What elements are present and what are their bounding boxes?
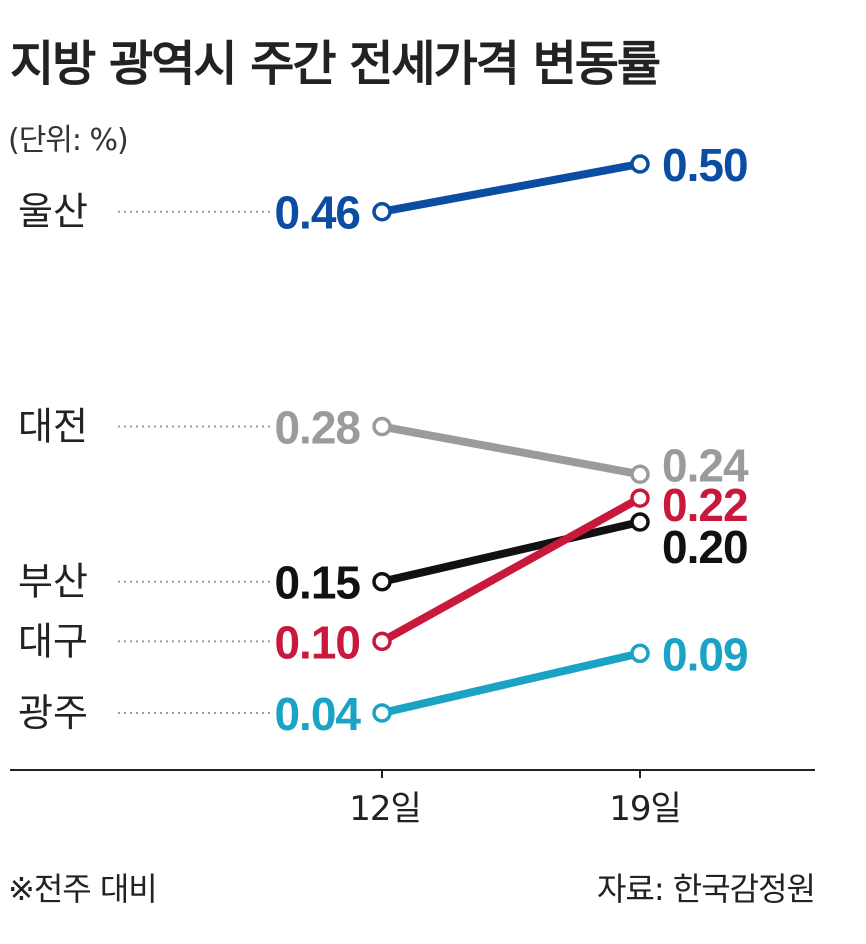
series-4-end-value: 0.09: [662, 628, 748, 680]
series-1-end-value: 0.24: [662, 439, 749, 491]
series-2-point-start: [372, 571, 392, 592]
source-label: 자료: 한국감정원: [597, 870, 815, 908]
series-4-line: [378, 649, 644, 717]
series-3-start-value: 0.10: [274, 616, 360, 668]
chart-title: 지방 광역시 주간 전세가격 변동률: [10, 36, 660, 92]
series-0-line: [378, 160, 644, 216]
series-markers: [372, 154, 650, 723]
series-3-point-end: [630, 488, 650, 508]
series-2-end-value: 0.20: [662, 521, 748, 573]
footnote: ※전주 대비: [8, 870, 157, 908]
series-4-category-label: 광주: [18, 691, 88, 735]
series-0-point-end: [630, 154, 650, 174]
series-1-point-end: [630, 464, 650, 485]
series-0-point-start: [372, 201, 392, 222]
series-0-start-value: 0.46: [274, 187, 360, 239]
series-2-point-end: [630, 512, 650, 532]
series-1-line: [378, 422, 644, 479]
series-3-point-start: [372, 631, 392, 652]
leader-lines: [118, 210, 272, 714]
series-3-line: [378, 494, 644, 646]
x-tick-label-12: 12일: [349, 789, 421, 829]
series-2-start-value: 0.15: [274, 557, 360, 609]
series-3-end-value: 0.22: [662, 479, 748, 531]
series-1-point-start: [372, 416, 392, 437]
series-4-start-value: 0.04: [274, 688, 361, 740]
series-4-point-end: [630, 643, 650, 664]
series-lines: [378, 160, 644, 717]
series-1-start-value: 0.28: [274, 402, 360, 454]
value-labels: 0.46 0.50 0.28 0.24 0.15 0.20 0.10 0.22 0.04 0.09: [274, 139, 749, 740]
series-4-point-start: [372, 703, 392, 723]
unit-label: (단위: %): [8, 123, 128, 158]
series-2-category-label: 부산: [18, 560, 88, 604]
x-tick-label-19: 19일: [609, 789, 681, 829]
series-1-category-label: 대전: [18, 405, 88, 449]
series-2-line: [378, 518, 644, 586]
series-0-category-label: 울산: [18, 190, 88, 234]
series-3-category-label: 대구: [18, 619, 88, 663]
series-0-end-value: 0.50: [662, 139, 748, 191]
